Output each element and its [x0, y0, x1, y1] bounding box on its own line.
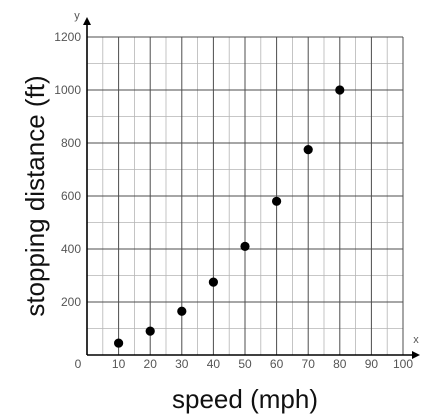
x-tick-label: 0 [75, 357, 82, 371]
data-point [272, 196, 282, 206]
x-axis-arrow-icon [412, 351, 420, 359]
y-tick-label: 600 [61, 189, 81, 203]
axes: x y [74, 10, 420, 359]
data-point [145, 326, 155, 336]
x-tick-label: 50 [238, 357, 252, 371]
y-tick-label: 400 [61, 242, 81, 256]
x-tick-label: 60 [270, 357, 284, 371]
data-point [208, 277, 218, 287]
y-tick-label: 1000 [54, 83, 81, 97]
data-point [177, 306, 187, 316]
major-grid [87, 36, 404, 355]
y-tick-label: 1200 [54, 30, 81, 44]
y-tick-label: 200 [61, 295, 81, 309]
x-tick-label: 20 [144, 357, 158, 371]
x-tick-label: 100 [393, 357, 413, 371]
data-points [114, 85, 345, 348]
x-tick-label: 90 [365, 357, 379, 371]
x-axis-letter: x [413, 334, 419, 346]
data-point [303, 145, 313, 155]
data-point [114, 338, 124, 348]
x-tick-label: 40 [207, 357, 221, 371]
x-tick-label: 70 [302, 357, 316, 371]
x-tick-label: 80 [333, 357, 347, 371]
y-axis-title: stopping distance (ft) [20, 75, 50, 316]
x-tick-label: 30 [175, 357, 189, 371]
data-point [335, 85, 345, 95]
x-tick-label: 10 [112, 357, 126, 371]
y-axis-letter: y [74, 10, 80, 22]
y-tick-labels: 200 400 600 800 1000 1200 [54, 30, 81, 309]
data-point [240, 241, 250, 251]
x-tick-labels: 0 10 20 30 40 50 60 70 80 90 100 [75, 357, 414, 371]
y-tick-label: 800 [61, 136, 81, 150]
y-axis-arrow-icon [83, 17, 91, 25]
x-axis-title: speed (mph) [172, 384, 318, 414]
